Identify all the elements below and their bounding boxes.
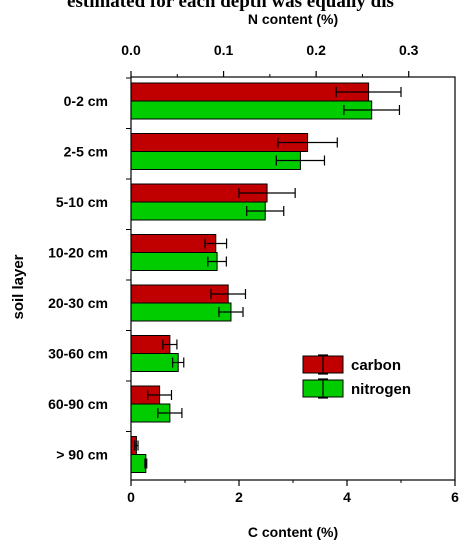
category-label: 2-5 cm xyxy=(64,144,108,160)
bar-carbon-0 xyxy=(130,82,370,102)
x-top-tick-label: 0.1 xyxy=(214,42,234,58)
bar-nitrogen-3 xyxy=(130,252,218,271)
legend-label-carbon: carbon xyxy=(351,357,401,374)
y-axis-label: soil layer xyxy=(10,254,27,319)
bar-carbon-3 xyxy=(130,234,217,253)
legend: carbon nitrogen xyxy=(302,354,411,399)
category-label: 60-90 cm xyxy=(48,396,108,412)
category-label: 10-20 cm xyxy=(48,245,108,261)
x-bottom-tick-label: 4 xyxy=(343,489,351,505)
bar-nitrogen-5 xyxy=(130,353,179,372)
caption-text: estimated for each depth was equally dis xyxy=(67,0,394,12)
category-label: 20-30 cm xyxy=(48,295,108,311)
legend-label-nitrogen: nitrogen xyxy=(351,381,411,398)
bars-layer xyxy=(130,82,373,473)
bar-nitrogen-7 xyxy=(130,454,147,473)
bar-nitrogen-0 xyxy=(130,100,373,120)
x-axis-label-bottom: C content (%) xyxy=(248,524,338,540)
x-top-tick-label: 0.0 xyxy=(121,42,141,58)
x-axis-label-top: N content (%) xyxy=(248,11,338,27)
x-top-tick-label: 0.3 xyxy=(399,42,419,58)
x-bottom-tick-label: 0 xyxy=(127,489,135,505)
x-bottom-tick-label: 2 xyxy=(235,489,243,505)
bar-nitrogen-4 xyxy=(130,302,232,322)
category-label: > 90 cm xyxy=(56,447,108,463)
category-label: 30-60 cm xyxy=(48,346,108,362)
bar-nitrogen-2 xyxy=(130,201,266,221)
bar-nitrogen-1 xyxy=(130,151,301,170)
category-label: 0-2 cm xyxy=(64,93,108,109)
error-bars-layer xyxy=(134,87,402,469)
x-top-tick-label: 0.2 xyxy=(306,42,326,58)
axes-layer: 0-2 cm 2-5 cm 5-10 cm 10-20 cm 20-30 cm 30-60… xyxy=(48,42,459,505)
category-label: 5-10 cm xyxy=(56,194,108,210)
x-bottom-tick-label: 6 xyxy=(451,489,459,505)
